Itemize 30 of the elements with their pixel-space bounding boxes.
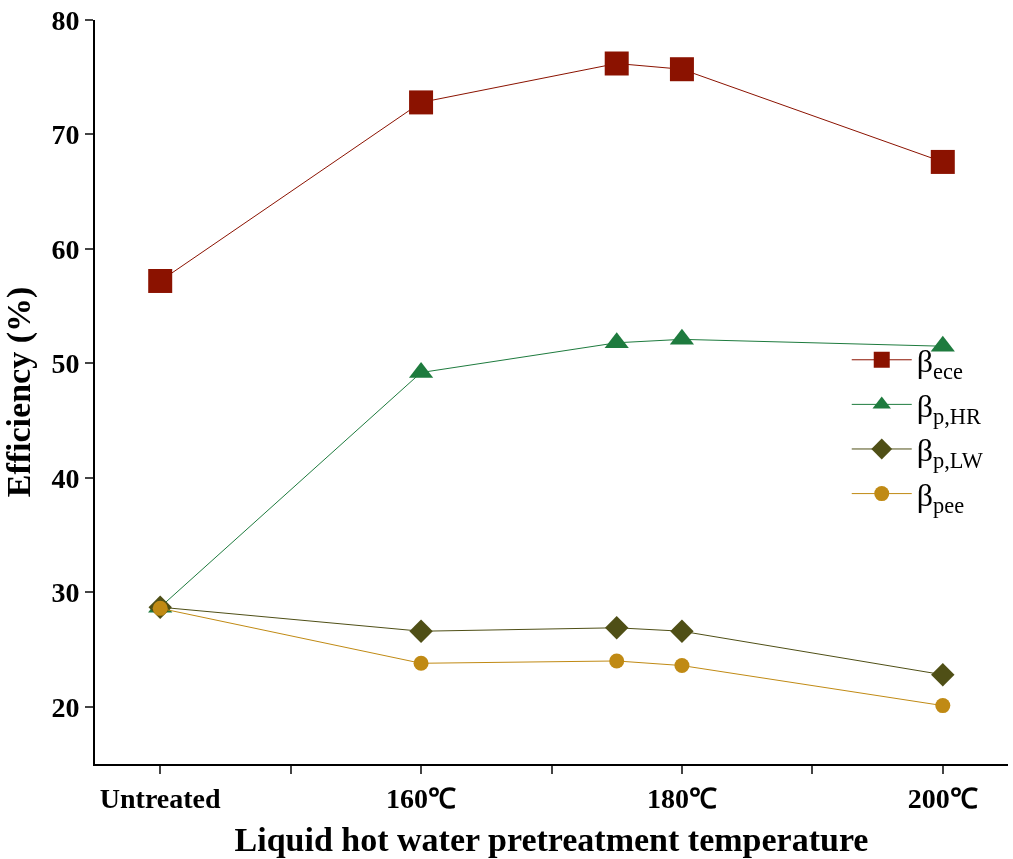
legend-label: β$_{pee}$	[916, 477, 965, 518]
y-axis-title: Efficiency (%)	[0, 286, 38, 498]
legend-label: β$_{ece}$	[916, 343, 963, 384]
x-tick-label: Untreated	[99, 782, 222, 814]
legend-label: β$_{p,HR}$	[916, 387, 981, 429]
point	[605, 616, 629, 640]
point	[413, 655, 429, 671]
point	[604, 51, 629, 76]
point	[148, 268, 173, 293]
point	[674, 658, 690, 674]
y-tick-label: 20	[51, 691, 80, 723]
point	[930, 149, 955, 174]
y-tick-label: 80	[51, 4, 80, 36]
point	[670, 619, 694, 643]
x-axis-title: Liquid hot water pretreatment temperature	[234, 821, 869, 859]
point	[609, 653, 625, 669]
x-tick-label: 180℃	[646, 782, 717, 814]
y-tick-label: 30	[51, 577, 80, 609]
y-tick-label: 60	[51, 233, 80, 265]
point	[409, 619, 433, 643]
point	[935, 698, 951, 714]
y-tick-label: 70	[51, 119, 80, 151]
point	[669, 57, 694, 82]
y-tick-label: 50	[51, 348, 80, 380]
y-tick-label: 40	[51, 462, 80, 494]
point	[409, 90, 434, 115]
legend-label: β$_{p,LW}$	[916, 432, 984, 474]
point	[931, 663, 955, 687]
x-tick-label: 200℃	[907, 782, 978, 814]
x-tick-label: 160℃	[386, 782, 457, 814]
